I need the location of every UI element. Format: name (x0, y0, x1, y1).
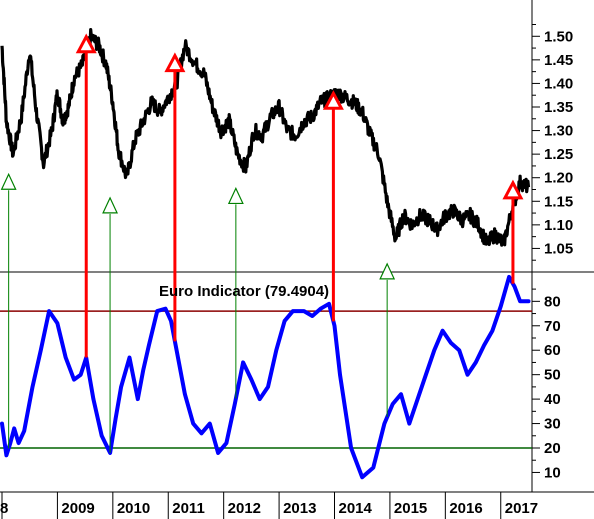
xtick-label: 2015 (394, 500, 427, 517)
xtick-label: 8 (0, 500, 8, 517)
indicator-panel (0, 274, 532, 480)
peak-marker-triangle (322, 90, 344, 110)
ind-ytick-label: 30 (544, 416, 561, 433)
ind-ytick-label: 70 (544, 318, 561, 335)
price-ytick-label: 1.25 (544, 146, 573, 163)
ind-ytick-label: 20 (544, 440, 561, 457)
chart-frame (0, 0, 594, 493)
xtick-label: 2013 (283, 500, 316, 517)
ind-ytick-label: 50 (544, 367, 561, 384)
trough-marker-triangle (227, 187, 244, 205)
peak-marker-triangle (75, 33, 97, 54)
peak-marker-triangle (164, 52, 186, 73)
price-ytick-label: 1.05 (544, 240, 573, 257)
xtick-label: 2016 (449, 500, 482, 517)
price-ytick-label: 1.50 (544, 28, 573, 45)
price-series-line (0, 28, 531, 247)
xtick-label: 2012 (228, 500, 261, 517)
xtick-label: 2010 (117, 500, 150, 517)
indicator-title: Euro Indicator (79.4904) (159, 283, 329, 300)
price-ytick-label: 1.10 (544, 217, 573, 234)
trough-marker-triangle (379, 262, 396, 280)
xtick-label: 2011 (172, 500, 205, 517)
ind-ytick-label: 80 (544, 293, 561, 310)
connector-lines (8, 51, 515, 453)
indicator-series-line (0, 274, 531, 480)
price-ytick-label: 1.45 (544, 52, 573, 69)
ind-ytick-label: 10 (544, 464, 561, 481)
signal-markers (0, 33, 524, 280)
price-panel (0, 28, 531, 247)
peak-marker-triangle (502, 179, 524, 200)
price-ytick-label: 1.40 (544, 75, 573, 92)
trough-marker-triangle (0, 172, 17, 190)
trough-marker-triangle (102, 196, 119, 214)
price-ytick-label: 1.15 (544, 193, 573, 210)
xtick-label: 2014 (339, 500, 373, 517)
xtick-label: 2017 (505, 500, 538, 517)
price-ytick-label: 1.20 (544, 170, 573, 187)
ind-ytick-label: 60 (544, 342, 561, 359)
price-ytick-label: 1.30 (544, 123, 573, 140)
ind-ytick-label: 40 (544, 391, 561, 408)
xtick-label: 2009 (61, 500, 94, 517)
price-ytick-label: 1.35 (544, 99, 573, 116)
axes: 1.50 1.45 1.40 1.35 1.30 1.25 1.20 1.15 1.10 1.05… (0, 24, 573, 519)
